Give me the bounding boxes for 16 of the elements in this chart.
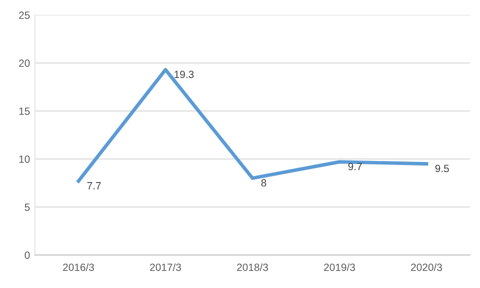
y-tick-label: 0: [24, 252, 30, 259]
y-tick-label: 20: [19, 60, 30, 67]
y-tick-label: 25: [19, 12, 30, 19]
x-tick-label: 2019/3: [324, 263, 355, 271]
data-label: 9.5: [435, 164, 449, 172]
x-tick-label: 2016/3: [63, 263, 94, 271]
x-tick-label: 2020/3: [411, 263, 442, 271]
data-label: 9.7: [348, 162, 362, 170]
y-tick-label: 15: [19, 108, 30, 115]
data-label: 7.7: [87, 182, 101, 190]
x-tick-label: 2017/3: [150, 263, 181, 271]
data-label: 8: [261, 179, 266, 187]
y-tick-label: 10: [19, 156, 30, 163]
y-tick-label: 5: [24, 204, 30, 211]
x-tick-label: 2018/3: [237, 263, 268, 271]
data-label: 19.3: [174, 70, 194, 78]
